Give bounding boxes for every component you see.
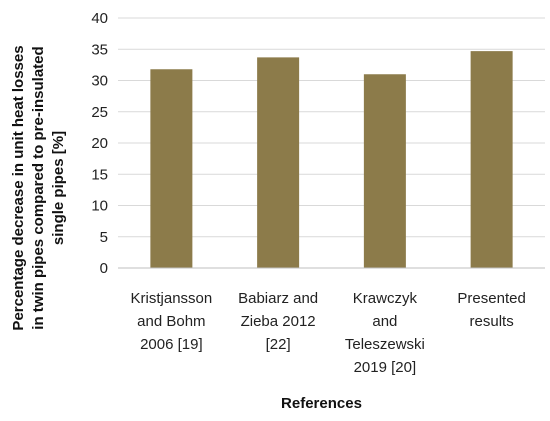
x-axis-title: References (281, 395, 362, 412)
y-tick-labels: 0 5 10 15 20 25 30 35 40 (91, 10, 108, 277)
y-tick-label: 30 (91, 73, 108, 90)
y-tick-label: 25 (91, 104, 108, 121)
bar (257, 57, 300, 268)
y-tick-label: 40 (91, 10, 108, 27)
y-tick-label: 0 (100, 260, 108, 277)
y-tick-label: 35 (91, 41, 108, 58)
x-category-label: Kristjansson and Bohm 2006 [19] (131, 290, 213, 353)
bars (150, 51, 513, 268)
y-tick-label: 20 (91, 135, 108, 152)
x-category-label: Krawczyk and Teleszewski 2019 [20] (345, 290, 425, 376)
y-tick-label: 10 (91, 198, 108, 215)
bar (363, 74, 406, 268)
x-category-label: Presented results (457, 290, 525, 330)
y-axis-title: Percentage decrease in unit heat losses i… (10, 45, 67, 330)
bar (150, 69, 193, 268)
y-tick-label: 15 (91, 166, 108, 183)
x-category-labels: Kristjansson and Bohm 2006 [19] Babiarz and… (131, 290, 526, 376)
bar (470, 51, 513, 268)
y-tick-label: 5 (100, 229, 108, 246)
x-category-label: Babiarz and Zieba 2012 [22] (238, 290, 318, 353)
